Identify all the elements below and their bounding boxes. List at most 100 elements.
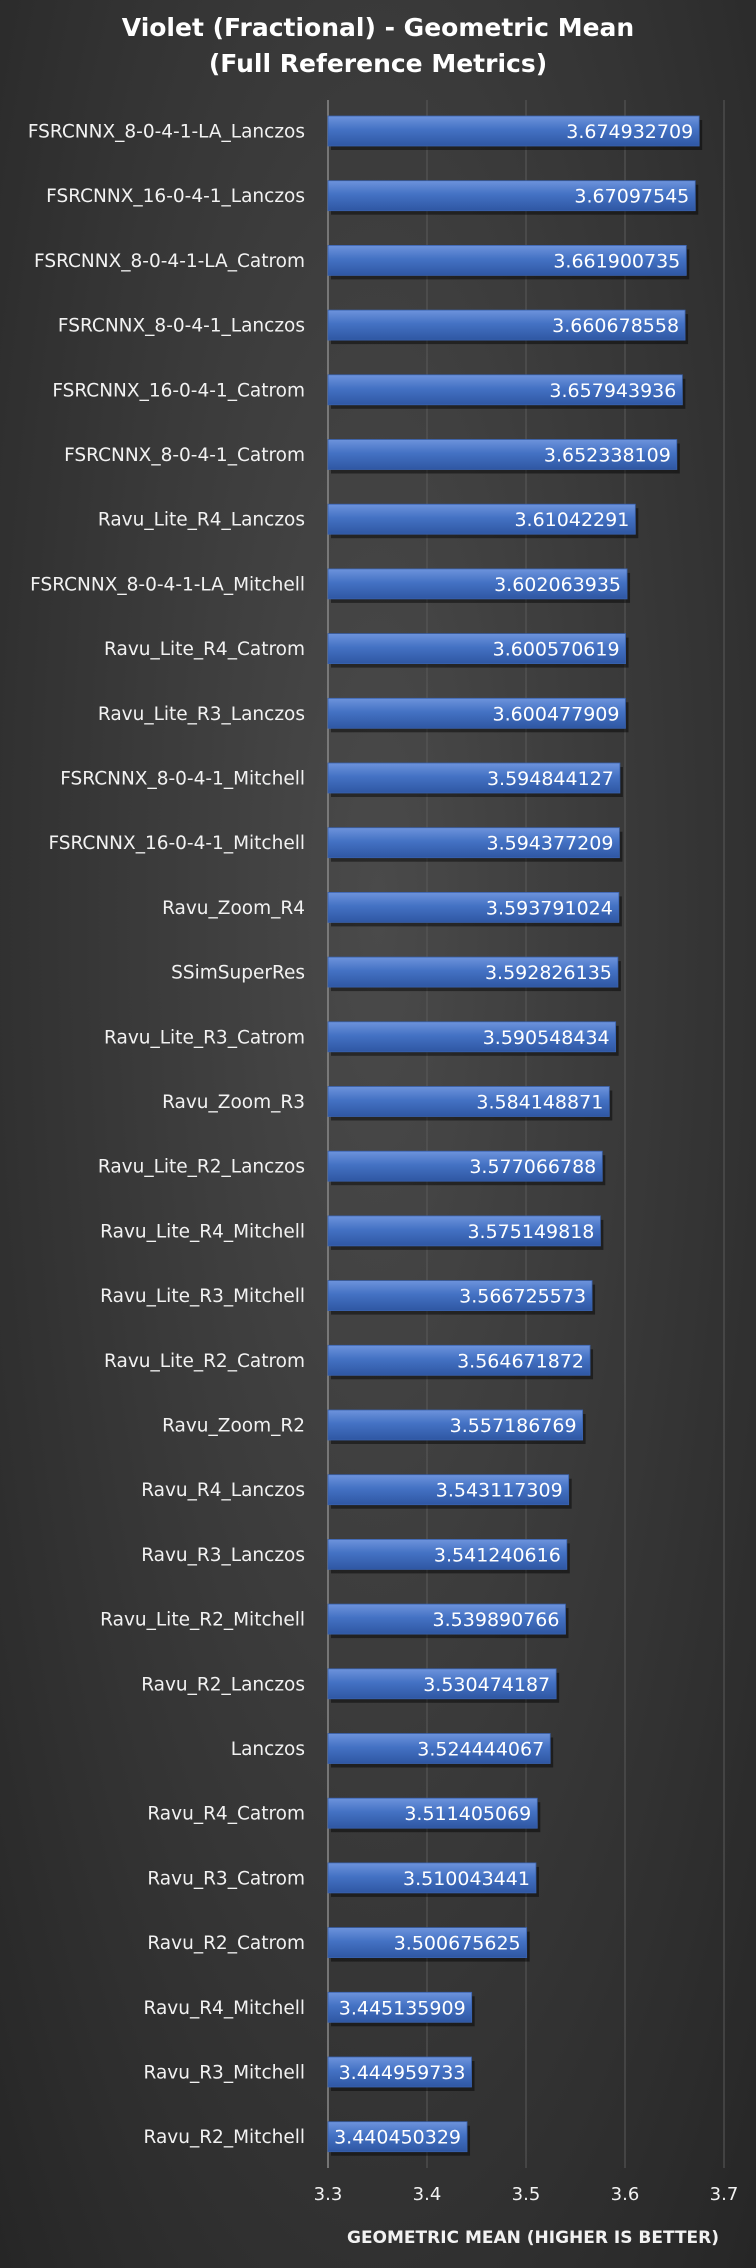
bar-ravu-lite-r4-lanczos	[327, 503, 636, 535]
category-label: Ravu_Zoom_R2	[162, 1416, 305, 1437]
value-label: 3.511405069	[404, 1803, 531, 1825]
category-label: Ravu_Lite_R4_Catrom	[104, 639, 305, 660]
bar-ravu-lite-r4-mitchell	[327, 1215, 601, 1247]
x-tick-label: 3.4	[413, 2184, 442, 2205]
bar-ravu-zoom-r3	[327, 1086, 610, 1117]
category-label: Lanczos	[231, 1739, 305, 1760]
x-tick-label: 3.5	[512, 2184, 541, 2205]
category-label: Ravu_Zoom_R4	[162, 898, 305, 919]
x-tick-label: 3.3	[314, 2184, 343, 2205]
category-label: Ravu_Lite_R3_Lanczos	[98, 704, 305, 725]
bar-ravu-lite-r4-catrom	[327, 633, 626, 664]
value-label: 3.600477909	[493, 703, 620, 725]
category-label: FSRCNNX_8-0-4-1_Catrom	[64, 445, 305, 466]
category-label: Ravu_Lite_R3_Mitchell	[100, 1286, 305, 1307]
category-label: Ravu_Lite_R2_Catrom	[104, 1351, 305, 1372]
category-label: Ravu_R3_Mitchell	[144, 2063, 306, 2084]
bar-ravu-lite-r3-catrom	[327, 1021, 617, 1053]
value-label: 3.510043441	[403, 1868, 530, 1890]
bar-fsrcnnx-16-0-4-1-mitchell	[327, 827, 620, 859]
bar-lanczos	[327, 1733, 551, 1764]
bar-ssimsuperres	[327, 956, 619, 988]
value-label: 3.440450329	[334, 2127, 461, 2149]
chart-title: Violet (Fractional) - Geometric Mean	[121, 13, 635, 42]
bar-fsrcnnx-8-0-4-1-la-catrom	[327, 244, 687, 276]
category-label: Ravu_R4_Lanczos	[141, 1480, 305, 1501]
category-label: Ravu_R2_Mitchell	[144, 2127, 306, 2148]
bar-ravu-zoom-r4	[327, 892, 620, 923]
value-label: 3.577066788	[469, 1156, 596, 1178]
value-label: 3.539890766	[433, 1609, 560, 1631]
category-label: Ravu_R3_Lanczos	[141, 1545, 305, 1566]
bar-fsrcnnx-8-0-4-1-mitchell	[327, 762, 621, 794]
value-label: 3.584148871	[476, 1092, 603, 1114]
bar-ravu-r4-mitchell	[327, 1991, 473, 2023]
value-label: 3.541240616	[434, 1544, 561, 1566]
category-label: FSRCNNX_16-0-4-1_Lanczos	[46, 186, 305, 207]
value-label: 3.543117309	[436, 1480, 563, 1502]
value-label: 3.530474187	[423, 1674, 550, 1696]
bar-fsrcnnx-8-0-4-1-lanczos	[327, 309, 686, 341]
value-label: 3.67097545	[574, 186, 689, 208]
category-label: FSRCNNX_16-0-4-1_Catrom	[52, 380, 305, 401]
bar-ravu-lite-r3-mitchell	[327, 1280, 593, 1311]
value-label: 3.575149818	[467, 1221, 594, 1243]
category-label: Ravu_R3_Catrom	[147, 1868, 305, 1889]
category-label: FSRCNNX_8-0-4-1-LA_Mitchell	[30, 574, 305, 595]
category-label: FSRCNNX_16-0-4-1_Mitchell	[48, 833, 305, 854]
bar-ravu-r3-mitchell	[327, 2056, 472, 2088]
value-label: 3.564671872	[457, 1350, 584, 1372]
value-label: 3.674932709	[566, 121, 693, 143]
value-label: 3.602063935	[494, 574, 621, 596]
category-label: Ravu_Lite_R4_Mitchell	[100, 1221, 305, 1242]
chart-title-block: Violet (Fractional) - Geometric Mean (Fu…	[0, 10, 756, 82]
value-labels: 3.674932709 3.67097545 3.661900735 3.660678…	[334, 121, 693, 2149]
bar-ravu-r4-catrom	[327, 1797, 538, 1829]
bar-ravu-r4-lanczos	[327, 1474, 570, 1506]
bar-ravu-lite-r2-catrom	[327, 1344, 591, 1376]
value-label: 3.592826135	[485, 962, 612, 984]
category-label: Ravu_R4_Catrom	[147, 1804, 305, 1825]
value-label: 3.444959733	[339, 2062, 466, 2084]
value-label: 3.61042291	[514, 509, 629, 531]
bar-ravu-zoom-r2	[327, 1409, 584, 1441]
category-label: Ravu_Lite_R2_Mitchell	[100, 1610, 305, 1631]
value-label: 3.590548434	[483, 1027, 610, 1049]
bar-fsrcnnx-16-0-4-1-lanczos	[327, 180, 696, 212]
bar-fsrcnnx-16-0-4-1-catrom	[327, 374, 683, 406]
x-tick-label: 3.6	[611, 2184, 640, 2205]
x-tick-label: 3.7	[710, 2184, 739, 2205]
value-label: 3.557186769	[450, 1415, 577, 1437]
value-label: 3.594844127	[487, 768, 614, 790]
bar-fsrcnnx-8-0-4-1-catrom	[327, 439, 678, 470]
value-label: 3.500675625	[394, 1933, 521, 1955]
x-axis-ticks: 3.3 3.4 3.5 3.6 3.7	[314, 2184, 739, 2205]
value-label: 3.600570619	[493, 639, 620, 661]
category-label: Ravu_R4_Mitchell	[144, 1998, 306, 2019]
x-axis-title: GEOMETRIC MEAN (HIGHER IS BETTER)	[347, 2228, 719, 2248]
category-label: FSRCNNX_8-0-4-1-LA_Catrom	[34, 251, 305, 272]
bar-ravu-lite-r3-lanczos	[327, 697, 626, 729]
value-label: 3.566725573	[459, 1286, 586, 1308]
category-label: SSimSuperRes	[171, 963, 305, 984]
bar-ravu-lite-r2-mitchell	[327, 1603, 566, 1635]
bar-ravu-r3-lanczos	[327, 1539, 568, 1570]
bar-ravu-r2-lanczos	[327, 1668, 557, 1700]
bar-ravu-lite-r2-lanczos	[327, 1150, 603, 1182]
value-label: 3.652338109	[544, 445, 671, 467]
category-label: Ravu_R2_Catrom	[147, 1933, 305, 1954]
bar-ravu-r3-catrom	[327, 1862, 537, 1894]
bars	[327, 115, 703, 2156]
bar-ravu-r2-catrom	[327, 1927, 528, 1958]
category-label: FSRCNNX_8-0-4-1_Mitchell	[60, 769, 305, 790]
category-label: FSRCNNX_8-0-4-1-LA_Lanczos	[28, 122, 305, 143]
value-label: 3.661900735	[553, 250, 680, 272]
category-label: FSRCNNX_8-0-4-1_Lanczos	[58, 316, 305, 337]
chart-subtitle: (Full Reference Metrics)	[208, 49, 548, 78]
value-label: 3.657943936	[549, 380, 676, 402]
category-label: Ravu_Lite_R3_Catrom	[104, 1027, 305, 1048]
bar-fsrcnnx-8-0-4-1-la-mitchell	[327, 568, 628, 600]
bar-ravu-r2-mitchell	[327, 2121, 468, 2153]
